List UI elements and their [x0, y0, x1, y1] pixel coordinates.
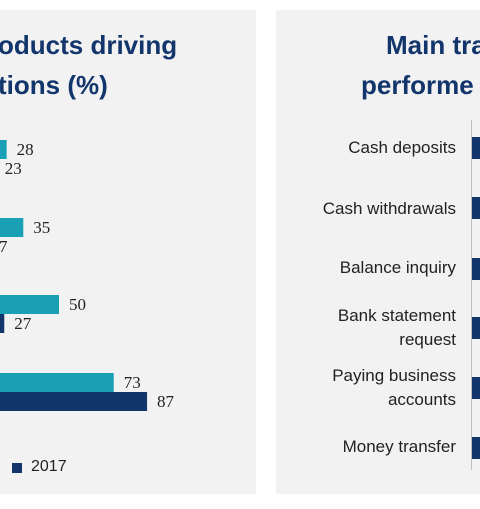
right-bar-stub-4: [472, 377, 480, 399]
category-label-bank-statement-request: Bank statement request: [337, 306, 456, 349]
data-label-series1-group2: 27: [14, 314, 32, 333]
data-label-series1-group3: 87: [157, 392, 175, 411]
left-chart-panel: oducts driving tions (%) 28 35 50 73 23 17 27 8…: [0, 10, 256, 494]
category-label-paying-business-accounts: Paying business accounts: [332, 366, 456, 409]
left-chart-title-line2: tions (%): [0, 70, 108, 100]
left-bar-chart: 28 35 50 73 23 17 27 87: [0, 140, 175, 411]
data-label-series1-group0: 23: [5, 159, 22, 178]
right-bar-stub-1: [472, 197, 480, 219]
data-label-series0-group3: 73: [124, 373, 141, 392]
right-bar-stub-3: [472, 317, 480, 339]
left-chart-title-line1: oducts driving: [0, 30, 178, 60]
legend-swatch-2017: [12, 463, 22, 473]
right-chart-title-line1: Main tra: [386, 30, 480, 60]
data-label-series0-group1: 35: [33, 218, 50, 237]
right-bar-stub-0: [472, 137, 480, 159]
category-label-cash-deposits: Cash deposits: [348, 138, 456, 157]
right-chart-title-line2: performe: [361, 70, 474, 100]
right-bar-stubs: [472, 137, 480, 459]
category-label-balance-inquiry: Balance inquiry: [339, 258, 456, 277]
bar-series0-group0: [0, 140, 7, 159]
bar-series0-group3: [0, 373, 114, 392]
legend-label-2017: 2017: [31, 458, 67, 475]
data-label-series1-group1: 17: [0, 237, 8, 256]
bar-series1-group2: [0, 314, 5, 333]
category-label-cash-withdrawals: Cash withdrawals: [322, 199, 456, 218]
bar-series1-group3: [0, 392, 148, 411]
category-label-money-transfer: Money transfer: [342, 437, 456, 456]
bar-series0-group2: [0, 295, 59, 314]
right-chart-panel: Main tra performe Cash deposits Cash wit…: [276, 10, 480, 494]
data-label-series0-group2: 50: [69, 295, 86, 314]
right-bar-stub-2: [472, 258, 480, 280]
right-chart-axis-line: [471, 120, 472, 470]
data-label-series0-group0: 28: [17, 140, 34, 159]
bar-series0-group1: [0, 218, 24, 237]
right-bar-stub-5: [472, 437, 480, 459]
